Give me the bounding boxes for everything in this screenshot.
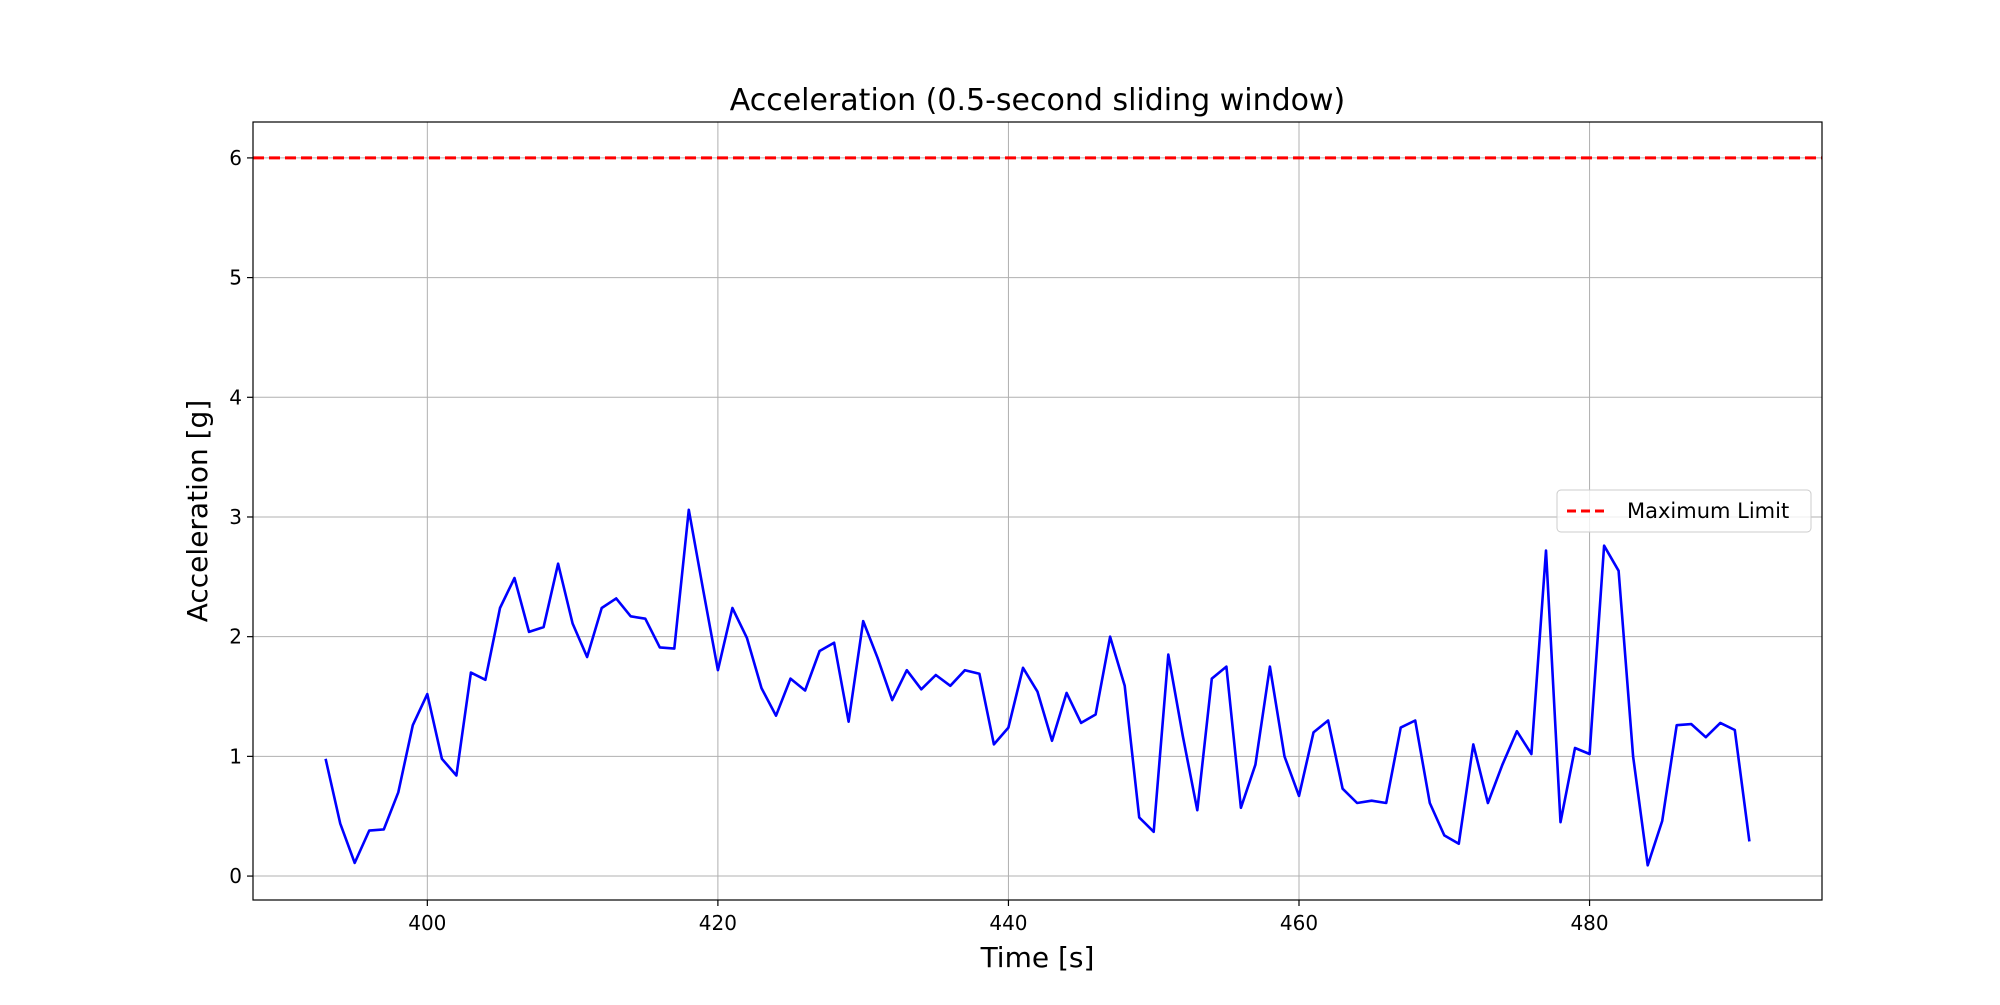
acceleration-series-line [324, 508, 1751, 867]
x-tick-label: 420 [699, 911, 737, 935]
x-tick-label: 440 [989, 911, 1027, 935]
y-tick-label: 5 [229, 266, 242, 290]
y-axis-label: Acceleration [g] [181, 400, 214, 623]
x-axis-label: Time [s] [980, 941, 1095, 974]
legend: Maximum Limit [1556, 489, 1812, 533]
y-tick-label: 0 [229, 864, 242, 888]
y-tick-label: 4 [229, 385, 242, 409]
plot-frame [252, 121, 1823, 901]
y-tick-label: 2 [229, 625, 242, 649]
y-tick-label: 1 [229, 744, 242, 768]
y-tick-label: 6 [229, 146, 242, 170]
legend-box [1556, 489, 1812, 533]
x-tick-label: 480 [1570, 911, 1608, 935]
x-tick-label: 460 [1280, 911, 1318, 935]
x-tick-label: 400 [408, 911, 446, 935]
tick-layer: 400 420 440 460 480 0 1 2 3 4 5 6 [229, 146, 1608, 935]
y-tick-label: 3 [229, 505, 242, 529]
series-layer [324, 508, 1751, 867]
chart-title: Acceleration (0.5-second sliding window) [730, 83, 1346, 118]
legend-entry-maximum-limit: Maximum Limit [1627, 499, 1789, 523]
